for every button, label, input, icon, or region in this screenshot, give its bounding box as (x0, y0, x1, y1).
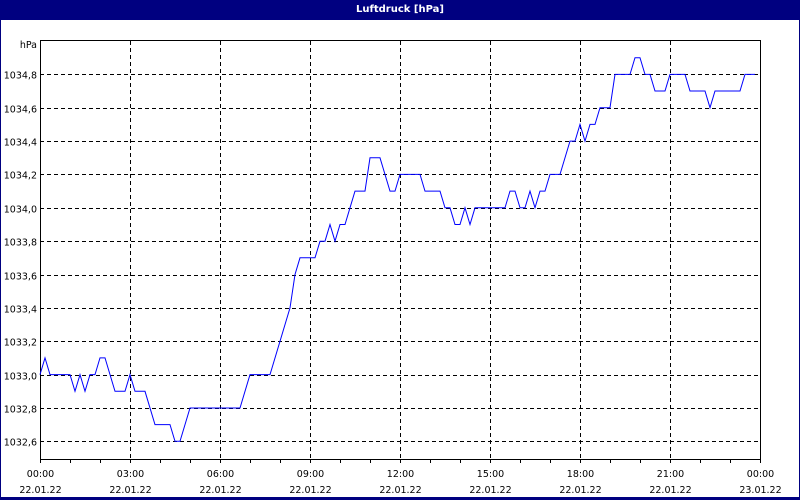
y-tick-label: 1034,8 (4, 71, 37, 82)
y-tick-label: 1033,4 (4, 305, 37, 316)
y-tick-label: 1034,2 (4, 171, 37, 182)
y-tick-label: 1033,2 (4, 338, 37, 349)
y-axis-label: hPa (20, 40, 37, 51)
y-tick-label: 1032,8 (4, 405, 37, 416)
x-tick-date: 22.01.22 (469, 485, 511, 496)
chart-title: Luftdruck [hPa] (0, 0, 800, 20)
x-tick-time: 09:00 (297, 469, 324, 480)
x-tick-time: 21:00 (657, 469, 684, 480)
x-tick-date: 22.01.22 (379, 485, 421, 496)
x-tick-date: 22.01.22 (19, 485, 61, 496)
x-tick-time: 00:00 (747, 469, 774, 480)
y-tick-label: 1032,6 (4, 438, 37, 449)
y-tick-label: 1034,6 (4, 105, 37, 116)
x-tick-time: 00:00 (27, 469, 54, 480)
x-tick-date: 22.01.22 (109, 485, 151, 496)
x-tick-date: 22.01.22 (649, 485, 691, 496)
x-tick-time: 15:00 (477, 469, 504, 480)
x-tick-time: 12:00 (387, 469, 414, 480)
y-tick-label: 1034,0 (4, 205, 37, 216)
x-tick-time: 06:00 (207, 469, 234, 480)
x-tick-date: 23.01.22 (739, 485, 781, 496)
y-tick-label: 1034,4 (4, 138, 37, 149)
y-tick-label: 1033,6 (4, 272, 37, 283)
x-tick-date: 22.01.22 (289, 485, 331, 496)
x-tick-date: 22.01.22 (199, 485, 241, 496)
x-tick-date: 22.01.22 (559, 485, 601, 496)
y-tick-label: 1033,8 (4, 238, 37, 249)
x-tick-time: 18:00 (567, 469, 594, 480)
plot-border (40, 40, 761, 460)
y-tick-label: 1033,0 (4, 372, 37, 383)
pressure-line (39, 57, 755, 442)
x-tick-time: 03:00 (117, 469, 144, 480)
